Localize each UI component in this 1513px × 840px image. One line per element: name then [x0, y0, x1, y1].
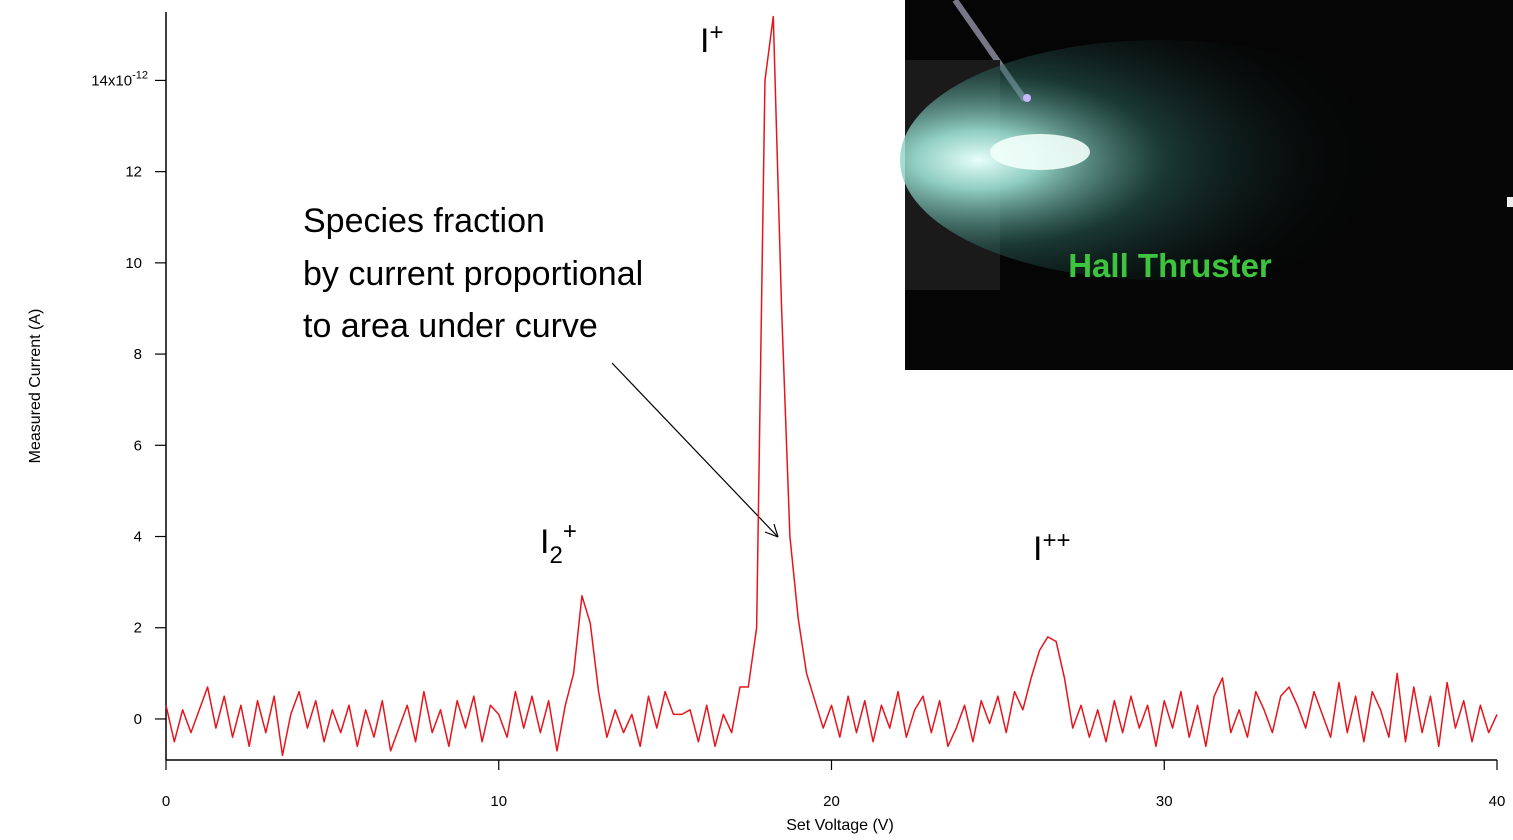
x-tick-label: 0 [162, 793, 170, 810]
x-tick-label: 20 [823, 793, 840, 810]
photo-speck [1507, 197, 1513, 207]
annotation-arrow [611, 362, 779, 538]
peak-label-base: I [700, 22, 709, 60]
y-tick-exponent: -12 [132, 69, 148, 81]
peak-label-sub: 2 [549, 542, 562, 569]
peak-label: I++ [1033, 527, 1070, 568]
y-tick-label: 14x10-12 [91, 69, 148, 89]
y-tick-label: 0 [134, 711, 142, 728]
annotation-line: by current proportional [303, 255, 643, 293]
inset-label: Hall Thruster [1068, 247, 1272, 284]
y-tick-label: 2 [134, 620, 142, 637]
y-tick-label: 6 [134, 437, 142, 454]
annotation: Species fraction by current proportional… [303, 202, 643, 345]
y-tick-label-base: 14x10 [91, 72, 132, 89]
photo-cathode-glow [1023, 94, 1031, 102]
peak-label-base: I [1033, 530, 1042, 568]
x-tick-label: 30 [1156, 793, 1173, 810]
y-tick-label: 4 [134, 529, 142, 546]
photo-plume-core [990, 134, 1090, 170]
y-tick-label: 12 [125, 164, 142, 181]
peak-label: I+ [700, 19, 723, 60]
y-tick-label: 8 [134, 346, 142, 363]
x-axis-title: Set Voltage (V) [786, 817, 894, 834]
peak-label-sup: + [563, 518, 577, 545]
x-tick-label: 10 [490, 793, 507, 810]
x-tick-label: 40 [1489, 793, 1506, 810]
peak-label-sup: + [709, 19, 723, 46]
peak-label: I2+ [540, 518, 577, 569]
photo-plume [900, 40, 1420, 280]
peak-label-base: I [540, 523, 549, 561]
inset-photo: Hall Thruster [900, 0, 1513, 370]
peak-label-sup: ++ [1042, 527, 1070, 554]
annotation-line: to area under curve [303, 307, 598, 345]
annotation-line: Species fraction [303, 202, 545, 240]
y-axis-title: Measured Current (A) [27, 309, 44, 464]
arrow-head [764, 523, 779, 538]
arrow-shaft [611, 362, 779, 538]
data-line [165, 15, 1498, 757]
y-tick-label: 10 [125, 255, 142, 272]
